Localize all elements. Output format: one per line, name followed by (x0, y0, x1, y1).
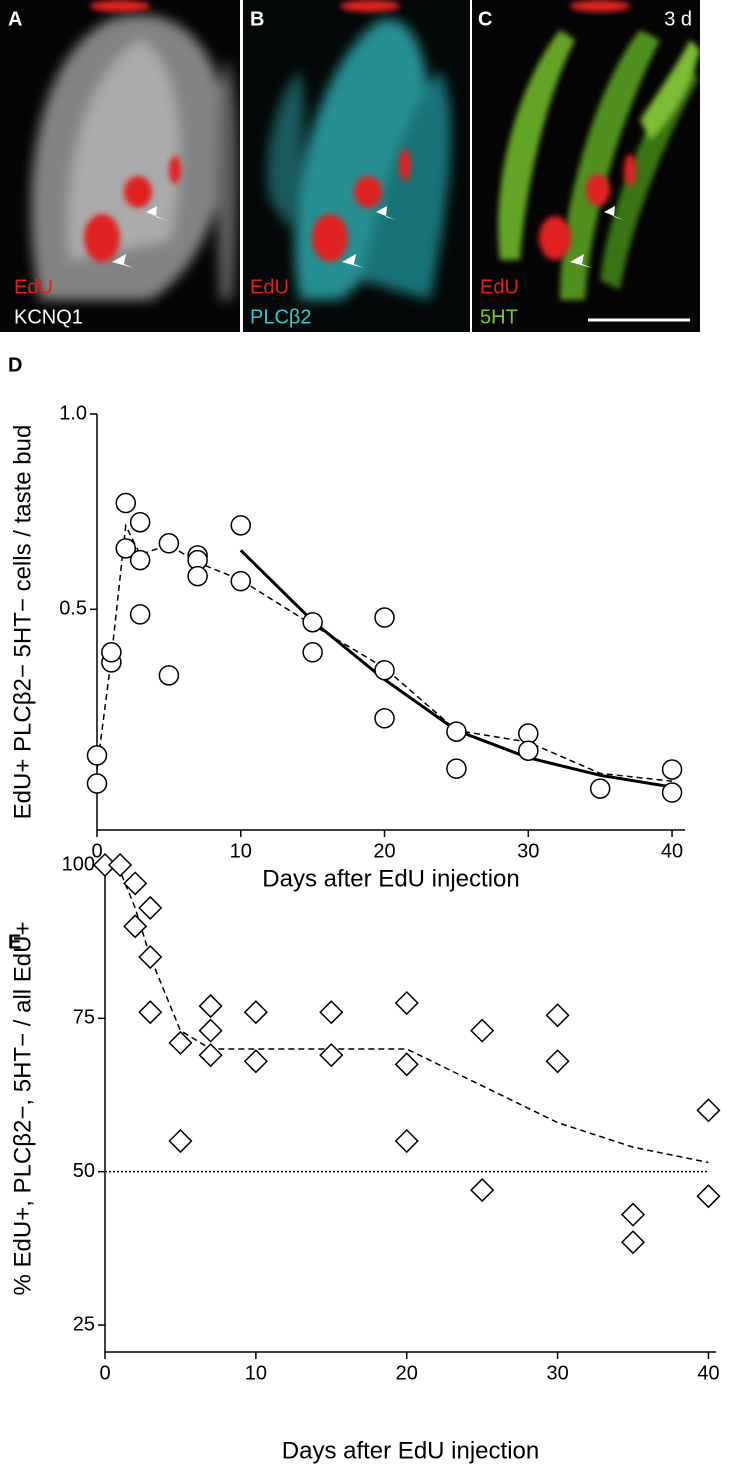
panel-letter: C (478, 8, 492, 30)
data-point (696, 1098, 721, 1123)
x-axis-label: Days after EdU injection (262, 865, 519, 892)
micrograph-a (0, 0, 240, 332)
data-point (620, 1202, 646, 1227)
data-point (138, 895, 163, 920)
x-tick-label: 20 (373, 840, 395, 862)
data-point (446, 758, 467, 779)
data-point (394, 1128, 419, 1154)
data-point (230, 570, 252, 592)
data-point (129, 604, 151, 625)
data-point (518, 740, 539, 761)
stain-label: KCNQ1 (14, 306, 83, 328)
data-point (86, 745, 108, 766)
data-point (198, 1018, 223, 1043)
x-axis-label: Days after EdU injection (282, 1437, 539, 1464)
data-point (589, 778, 611, 799)
data-point (696, 1184, 721, 1209)
data-point (374, 708, 395, 729)
x-tick-label: 30 (546, 1362, 568, 1384)
stain-label: EdU (14, 276, 53, 298)
data-point (86, 773, 108, 794)
data-point (129, 549, 151, 571)
micrograph-b (243, 0, 470, 332)
x-tick-label: 40 (697, 1362, 719, 1384)
data-point (198, 994, 223, 1019)
x-tick-label: 40 (661, 840, 683, 862)
x-tick-label: 0 (99, 1362, 110, 1384)
y-tick-label: 100 (62, 853, 95, 875)
y-axis-label: EdU+ PLCβ2− 5HT− cells / taste bud (9, 425, 36, 820)
data-point (158, 533, 180, 554)
y-tick-label: 0.5 (59, 598, 87, 620)
stain-label: PLCβ2 (250, 306, 312, 328)
data-point (123, 914, 148, 939)
stain-label: 5HT (480, 306, 518, 328)
data-point (243, 1049, 268, 1074)
data-point (661, 782, 683, 803)
y-tick-label: 1.0 (59, 402, 87, 424)
y-tick-label: 75 (73, 1007, 95, 1029)
y-tick-label: 25 (73, 1313, 95, 1335)
data-point (545, 1003, 570, 1028)
data-point (129, 511, 151, 533)
x-tick-label: 30 (517, 840, 539, 862)
data-point (187, 565, 208, 587)
stain-label: EdU (480, 276, 519, 298)
x-tick-label: 10 (245, 1362, 267, 1384)
data-point (545, 1049, 570, 1074)
data-point (123, 871, 148, 896)
data-point (394, 1052, 419, 1077)
data-point (101, 642, 122, 663)
panel-letter: A (8, 8, 22, 30)
data-point (302, 642, 323, 663)
y-tick-label: 50 (73, 1160, 95, 1182)
data-point (394, 990, 419, 1016)
time-label: 3 d (664, 8, 692, 30)
data-point (374, 659, 395, 681)
data-point (198, 1043, 223, 1068)
data-point (446, 721, 467, 742)
data-point (230, 515, 252, 536)
panel-letter: B (250, 8, 264, 30)
x-tick-label: 20 (396, 1362, 418, 1384)
data-point (108, 852, 133, 878)
data-point (302, 611, 323, 633)
data-point (138, 944, 163, 970)
panel-letter: E (8, 931, 21, 953)
stain-label: EdU (250, 276, 289, 298)
data-point (661, 759, 683, 780)
x-tick-label: 0 (91, 840, 102, 862)
data-point (168, 1128, 193, 1154)
data-point (319, 1000, 344, 1025)
data-point (243, 1000, 268, 1025)
panel-letter: D (8, 354, 22, 376)
data-point (470, 1018, 495, 1043)
data-point (470, 1178, 495, 1203)
x-tick-label: 10 (230, 840, 252, 862)
data-point (115, 492, 137, 514)
data-point (518, 723, 539, 744)
data-point (115, 538, 137, 559)
y-axis-label: % EdU+, PLCβ2−, 5HT− / all EdU+ (9, 922, 36, 1296)
micrograph-c (472, 0, 700, 332)
data-point (374, 607, 395, 628)
data-point (138, 1000, 163, 1025)
data-point (168, 1030, 193, 1055)
data-point (319, 1043, 344, 1068)
data-point (620, 1230, 646, 1255)
trend-line (96, 523, 673, 782)
data-point (158, 665, 180, 686)
trend-line (239, 549, 673, 789)
